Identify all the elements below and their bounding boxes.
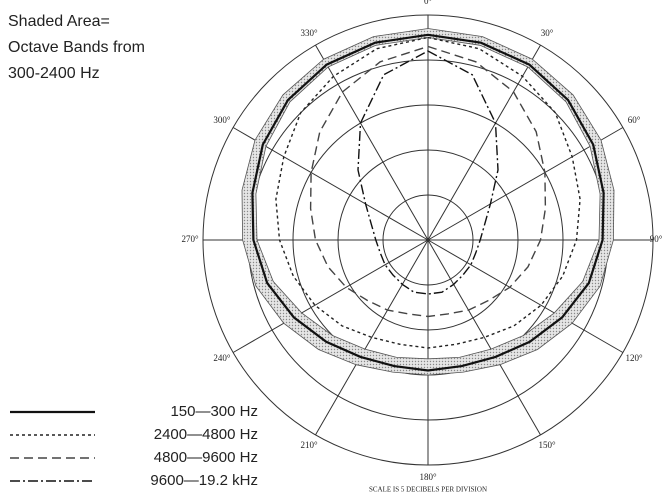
angle-label: 120°: [626, 353, 644, 363]
series-line: [309, 45, 547, 318]
series-line: [275, 36, 581, 349]
angle-label: 60°: [628, 115, 641, 125]
angle-label: 30°: [541, 28, 554, 38]
note-line: 300-2400 Hz: [8, 65, 100, 82]
series-line: [251, 33, 605, 372]
angle-label: 210°: [300, 440, 318, 450]
grid-spoke: [427, 44, 541, 241]
grid-spoke: [427, 239, 624, 353]
legend-label: 4800—9600 Hz: [154, 449, 258, 466]
grid-spoke: [427, 239, 541, 436]
legend-label: 2400—4800 Hz: [154, 426, 258, 443]
grid-spoke: [315, 239, 429, 436]
angle-label: 150°: [538, 440, 556, 450]
note-line: Octave Bands from: [8, 39, 145, 56]
angle-label: 270°: [181, 234, 199, 244]
angle-label: 0°: [424, 0, 433, 6]
angle-label: 240°: [213, 353, 231, 363]
angle-label: 90°: [650, 234, 663, 244]
series-line: [357, 50, 499, 295]
grid-spoke: [232, 239, 429, 353]
shaded-band: [241, 28, 615, 376]
angle-label: 180°: [419, 472, 437, 482]
angle-label: 330°: [300, 28, 318, 38]
legend-label: 9600—19.2 kHz: [150, 472, 258, 489]
grid-spoke: [315, 44, 429, 241]
angle-label: 300°: [213, 115, 231, 125]
note-line: Shaded Area=: [8, 13, 110, 30]
footer: SCALE IS 5 DECIBELS PER DIVISION: [369, 486, 487, 494]
legend-label: 150—300 Hz: [170, 403, 258, 420]
